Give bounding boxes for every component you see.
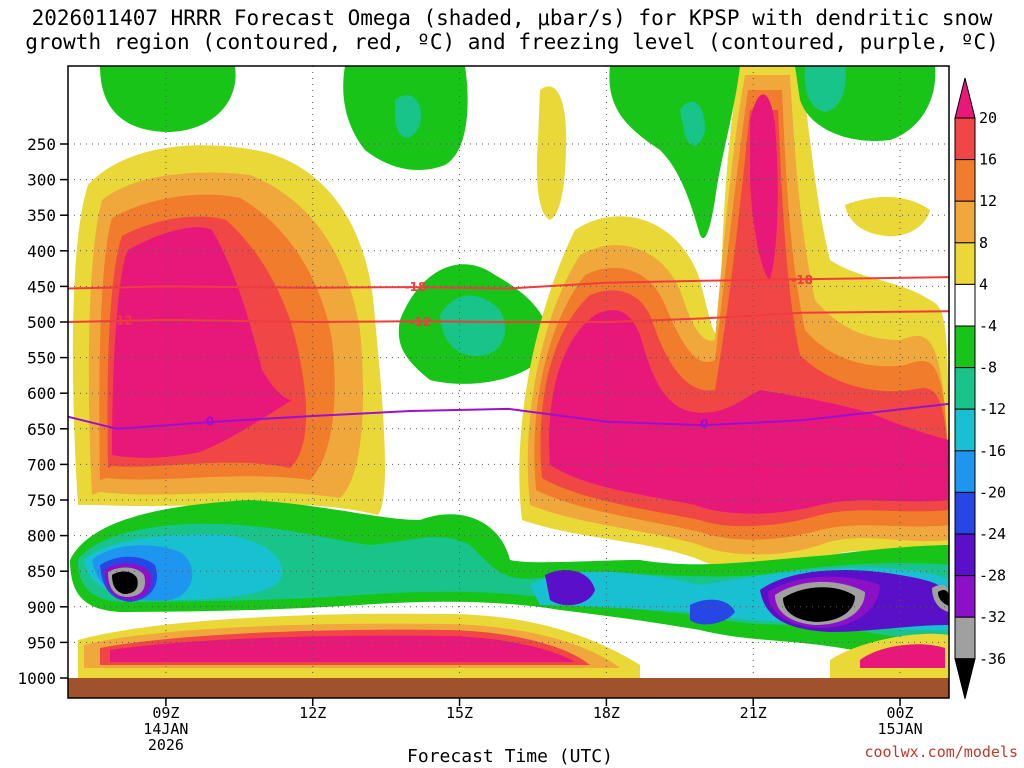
shade-top-teal-right: [680, 101, 705, 146]
colorbar-bottom-arrow: [954, 658, 976, 699]
colorbar-segment: [954, 117, 976, 161]
colorbar-segment: [954, 242, 976, 285]
colorbar-segment: [954, 283, 976, 327]
y-tick-label: 400: [27, 242, 56, 261]
colorbar-segment: [954, 159, 976, 202]
colorbar-top-arrow: [954, 77, 976, 119]
y-tick-label: 750: [27, 491, 56, 510]
x-tick-label: 09Z: [152, 704, 179, 722]
shade-r-magenta-tower: [750, 94, 778, 281]
contour-label-text: -18: [405, 280, 427, 294]
x-tick-label: 18Z: [593, 704, 620, 722]
x-tick-label: 2026: [148, 736, 184, 754]
shade-low-blue-mid: [545, 570, 595, 606]
shade-mid-teal: [440, 295, 505, 356]
colorbar-segment: [954, 491, 976, 535]
contours: [68, 276, 949, 430]
y-tick-label: 250: [27, 135, 56, 154]
colorbar-label: -24: [979, 525, 1006, 543]
contour-label-text: -12: [111, 314, 133, 328]
shade-yellow-tower: [536, 86, 567, 220]
y-axis: 250 300 350 400 450 500 550 600 650 700 750 800 850 9…: [17, 135, 68, 688]
y-tick-label: 600: [27, 384, 56, 403]
contour-label-text: -18: [791, 273, 813, 287]
y-tick-label: 700: [27, 455, 56, 474]
colorbar-label: -36: [979, 650, 1006, 668]
colorbar-label: 20: [979, 109, 997, 127]
y-tick-label: 650: [27, 420, 56, 439]
x-tick-label: 12Z: [299, 704, 326, 722]
x-tick-label: 21Z: [740, 704, 767, 722]
shade-low-black-left: [112, 571, 138, 594]
shade-sfc-right-magenta: [860, 644, 945, 668]
shade-top-teal-mid: [395, 95, 421, 138]
colorbar-label: -8: [979, 359, 997, 377]
colorbar-label: -16: [979, 442, 1006, 460]
colorbar-label: 16: [979, 151, 997, 169]
x-tick-label: 00Z: [887, 704, 914, 722]
x-tick-label: 14JAN: [143, 720, 188, 738]
colorbar-label: 8: [979, 234, 988, 252]
colorbar-label: 12: [979, 192, 997, 210]
colorbar-segment: [954, 408, 976, 452]
shade-r-magenta: [549, 310, 949, 514]
colorbar: 20 16 12 8 4 -4 -8 -12 -16 -20 -24 -28 -32 -36: [954, 77, 1006, 699]
colorbar-segment: [954, 367, 976, 410]
credit-text: coolwx.com/models: [864, 743, 1018, 761]
colorbar-label: -12: [979, 400, 1006, 418]
y-tick-label: 350: [27, 206, 56, 225]
gridlines: [68, 66, 949, 678]
colorbar-segment: [954, 200, 976, 244]
colorbar-label: -32: [979, 608, 1006, 626]
y-tick-label: 1000: [17, 669, 56, 688]
colorbar-segment: [954, 575, 976, 618]
y-tick-label: 500: [27, 313, 56, 332]
colorbar-segment: [954, 325, 976, 369]
shade-low-black-far: [938, 590, 949, 606]
y-tick-label: 300: [27, 171, 56, 190]
contour-label-text: 0: [206, 415, 214, 429]
y-tick-label: 950: [27, 633, 56, 652]
contour-label-text: -12: [410, 315, 432, 329]
shade-ul-magenta: [112, 227, 292, 458]
x-tick-label: 15JAN: [877, 720, 922, 738]
contour-dendritic-top: [68, 276, 949, 290]
colorbar-segment: [954, 533, 976, 577]
shade-top-green-right: [609, 66, 740, 239]
y-tick-label: 850: [27, 562, 56, 581]
y-tick-label: 550: [27, 349, 56, 368]
y-tick-label: 800: [27, 527, 56, 546]
x-axis-title: Forecast Time (UTC): [407, 746, 613, 767]
contour-labels: -18 -12 -12 -18 0 0: [111, 273, 813, 431]
plot-frame: [67, 65, 950, 699]
colorbar-segment: [954, 450, 976, 493]
x-tick-label: 15Z: [446, 704, 473, 722]
colorbar-label: -20: [979, 483, 1006, 501]
colorbar-segment: [954, 616, 976, 660]
shade-top-teal-far: [804, 66, 846, 112]
title-line-2: growth region (contoured, red, ºC) and f…: [25, 30, 999, 54]
shade-right-yellow-small: [845, 196, 930, 237]
shade-top-green-left: [100, 66, 236, 132]
contour-freezing-level: [68, 402, 949, 430]
title-line-1: 2026011407 HRRR Forecast Omega (shaded, …: [31, 6, 993, 30]
ground-strip: [68, 678, 949, 698]
y-tick-label: 900: [27, 598, 56, 617]
y-tick-label: 450: [27, 277, 56, 296]
shade-low-blue-right: [690, 599, 735, 625]
contour-dendritic-bottom: [68, 310, 949, 324]
contour-label-text: 0: [700, 417, 708, 431]
colorbar-label: -4: [979, 317, 997, 335]
colorbar-label: -28: [979, 567, 1006, 585]
shade-low-black-right: [783, 587, 855, 622]
chart-title: 2026011407 HRRR Forecast Omega (shaded, …: [0, 6, 1024, 54]
colorbar-label: 4: [979, 275, 988, 293]
